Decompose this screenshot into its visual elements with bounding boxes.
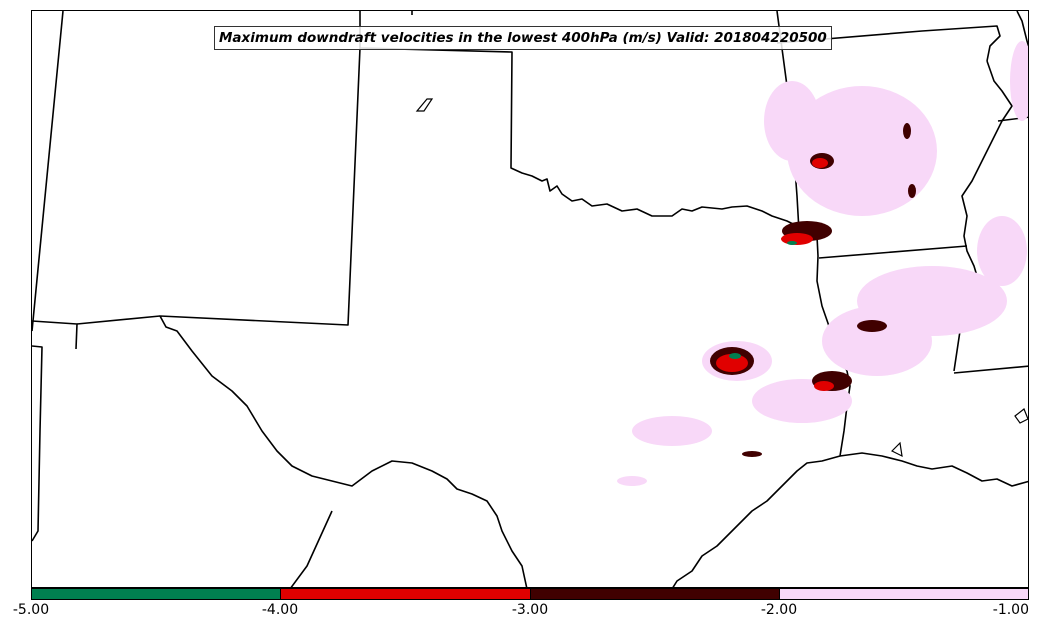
lake-outline — [890, 441, 903, 458]
extreme-area — [787, 241, 797, 245]
colorbar-segment-strong — [281, 589, 531, 599]
weak-downdraft-areas — [617, 41, 1028, 486]
la-coast — [839, 452, 1028, 487]
weak-area — [1010, 41, 1028, 121]
nm-west-edge — [32, 345, 43, 542]
strong-area — [716, 354, 748, 372]
colorbar-tick: -3.00 — [511, 602, 549, 618]
tx-panhandle-west — [159, 47, 528, 587]
colorbar — [31, 588, 1029, 600]
moderate-area — [903, 123, 911, 139]
nm-tx-border — [32, 320, 78, 350]
nm-south-border — [76, 315, 161, 325]
ar-south-border — [818, 245, 968, 259]
weak-area — [764, 81, 820, 161]
strong-area — [814, 381, 834, 391]
map-title: Maximum downdraft velocities in the lowe… — [214, 26, 832, 50]
moderate-area — [908, 184, 916, 198]
colorbar-tick: -2.00 — [760, 602, 798, 618]
colorbar-tick: -5.00 — [12, 602, 50, 618]
colorbar-segment-extreme — [32, 589, 282, 599]
strong-area — [812, 158, 828, 168]
extreme-area — [729, 353, 741, 359]
mexico-border-west — [290, 510, 333, 587]
map-frame: Maximum downdraft velocities in the lowe… — [31, 10, 1029, 588]
nm-az-border — [32, 11, 64, 332]
ar-north-border — [776, 25, 1001, 62]
weak-area — [632, 416, 712, 446]
colorbar-tick: -1.00 — [992, 602, 1029, 618]
lake-outline — [1014, 408, 1028, 424]
weak-area — [617, 476, 647, 486]
nm-panhandle-border — [359, 11, 818, 237]
state-boundaries — [32, 11, 1028, 587]
extreme-downdraft-areas — [729, 241, 797, 359]
strong-area — [781, 233, 813, 245]
weak-area — [787, 86, 937, 216]
moderate-area — [857, 320, 887, 332]
weak-area — [822, 306, 932, 376]
moderate-area — [742, 451, 762, 457]
map-canvas — [32, 11, 1028, 587]
colorbar-segment-moderate — [530, 589, 780, 599]
la-ms-line — [953, 365, 1028, 374]
tx-coast — [672, 405, 848, 587]
colorbar-tick: -4.00 — [261, 602, 299, 618]
lake-outline — [415, 98, 434, 112]
ne-corner — [1016, 11, 1028, 48]
colorbar-segment-weak — [779, 589, 1028, 599]
lakes-outline — [415, 98, 1028, 458]
weak-area — [977, 216, 1027, 286]
